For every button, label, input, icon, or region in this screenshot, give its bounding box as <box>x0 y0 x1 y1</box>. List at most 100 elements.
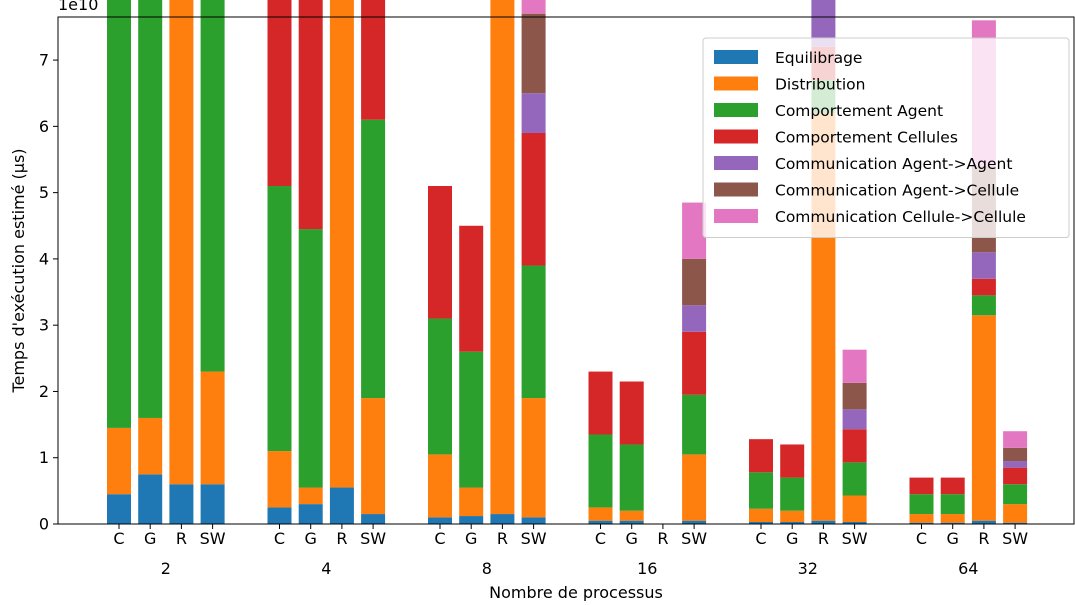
legend-swatch <box>714 103 758 117</box>
bar-segment <box>459 225 484 352</box>
legend-swatch <box>714 182 758 197</box>
bar-segment <box>459 516 484 524</box>
bar-segment <box>909 477 934 495</box>
y-tick-label: 7 <box>39 51 49 70</box>
x-tick-label: C <box>434 529 445 548</box>
bar-segment <box>107 427 131 495</box>
bar-segment <box>811 520 836 524</box>
bar-segment <box>521 0 546 14</box>
bar-segment <box>329 0 354 488</box>
bar-segment <box>1003 431 1028 448</box>
bar-segment <box>521 132 546 266</box>
group-label: 32 <box>798 559 818 578</box>
bar-segment <box>749 522 773 524</box>
group-label: 64 <box>958 559 978 578</box>
x-tick-label: G <box>465 529 477 548</box>
legend-entry: Communication Agent->Cellule <box>775 182 1019 200</box>
bar-segment <box>267 451 292 508</box>
bar-segment <box>1003 522 1028 524</box>
y-tick-label: 5 <box>39 183 49 202</box>
bar-segment <box>588 371 613 435</box>
x-tick-label: G <box>144 529 156 548</box>
bar-segment <box>842 522 867 524</box>
bar-segment <box>428 186 452 319</box>
bar-segment <box>842 429 867 463</box>
bar-segment <box>682 202 707 259</box>
bar-segment <box>361 0 386 120</box>
bar-segment <box>428 454 452 518</box>
y-tick-label: 1 <box>39 448 49 467</box>
bar-segment <box>1003 504 1028 523</box>
bar-segment <box>749 472 773 509</box>
bar-segment <box>267 507 292 524</box>
bar-segment <box>428 517 452 524</box>
x-tick-label: C <box>274 529 285 548</box>
y-tick-label: 6 <box>39 117 49 136</box>
bar-segment <box>298 229 323 488</box>
x-axis-label: Nombre de processus <box>489 583 663 601</box>
x-tick-label: R <box>978 529 989 548</box>
bar-segment <box>490 0 515 515</box>
legend-entry: Comportement Agent <box>775 102 943 120</box>
group-label: 4 <box>321 559 331 578</box>
x-tick-label: SW <box>200 529 226 548</box>
bar-segment <box>588 507 613 521</box>
bar-segment <box>971 520 996 524</box>
bar-segment <box>780 510 805 523</box>
bar-segment <box>940 514 965 523</box>
bar-segment <box>749 508 773 523</box>
bar-segment <box>138 474 163 524</box>
legend-box <box>702 37 1070 238</box>
bar-segment <box>1003 467 1028 485</box>
y-tick-label: 3 <box>39 316 49 335</box>
x-tick-label: R <box>657 529 668 548</box>
y-axis-label: Temps d'exécution estimé (µs) <box>9 148 28 393</box>
bar-segment <box>107 494 131 524</box>
bar-segment <box>138 417 163 475</box>
x-tick-label: SW <box>1002 529 1028 548</box>
bar-segment <box>682 520 707 524</box>
bar-segment <box>459 487 484 517</box>
x-tick-label: C <box>595 529 606 548</box>
bar-segment <box>842 409 867 430</box>
legend-entry: Equilibrage <box>775 49 862 67</box>
bar-segment <box>361 398 386 515</box>
legend-entry: Comportement Cellules <box>775 129 958 147</box>
bar-segment <box>842 349 867 383</box>
bars-layer <box>107 0 1028 524</box>
x-tick-label: SW <box>360 529 386 548</box>
bar-segment <box>521 398 546 518</box>
x-tick-label: C <box>755 529 766 548</box>
bar-segment <box>619 381 644 445</box>
bar-segment <box>1003 484 1028 505</box>
group-label: 2 <box>161 559 171 578</box>
bar-segment <box>298 504 323 524</box>
legend-entry: Communication Cellule->Cellule <box>775 208 1026 226</box>
bar-segment <box>361 119 386 399</box>
x-tick-label: G <box>786 529 798 548</box>
bar-segment <box>138 0 163 418</box>
group-label: 8 <box>482 559 492 578</box>
bar-segment <box>200 0 225 372</box>
bar-segment <box>749 439 773 473</box>
bar-segment <box>1003 461 1028 468</box>
bar-segment <box>267 186 292 452</box>
y-offset-text: 1e10 <box>58 0 98 14</box>
legend-entry: Communication Agent->Agent <box>775 155 1012 173</box>
bar-segment <box>682 258 707 306</box>
bar-segment <box>169 484 194 524</box>
legend-swatch <box>714 209 758 223</box>
bar-segment <box>842 382 867 410</box>
x-tick-label: G <box>304 529 316 548</box>
bar-segment <box>107 0 131 428</box>
bar-segment <box>428 318 452 455</box>
x-tick-label: R <box>818 529 829 548</box>
bar-segment <box>940 494 965 515</box>
legend-swatch <box>714 76 758 91</box>
bar-segment <box>298 487 323 505</box>
bar-segment <box>1003 447 1028 462</box>
x-tick-label: SW <box>521 529 547 548</box>
